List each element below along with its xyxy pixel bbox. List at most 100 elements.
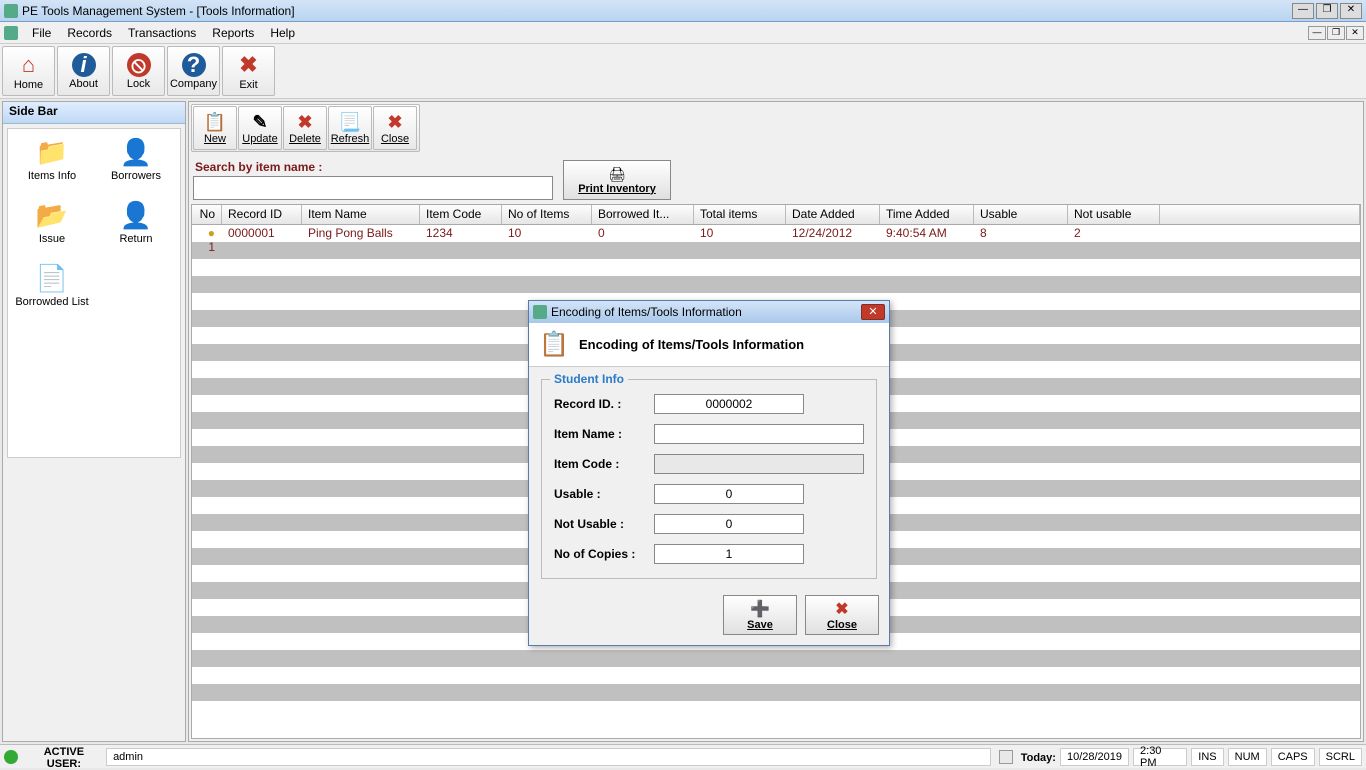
maximize-button[interactable]: ❐	[1316, 3, 1338, 19]
sidebar-label: Issue	[39, 233, 65, 245]
active-user-label: ACTIVE USER:	[26, 746, 102, 770]
sidebar-item-return[interactable]: 👤 Return	[96, 200, 176, 245]
not-usable-label: Not Usable :	[554, 517, 654, 531]
cell-time: 9:40:54 AM	[880, 225, 974, 242]
menu-transactions[interactable]: Transactions	[120, 24, 204, 42]
table-empty-row	[192, 701, 1360, 718]
col-item-code[interactable]: Item Code	[420, 205, 502, 224]
about-button[interactable]: i About	[57, 46, 110, 96]
exit-button[interactable]: ✖ Exit	[222, 46, 275, 96]
usable-input[interactable]	[654, 484, 804, 504]
calendar-icon	[999, 750, 1013, 764]
sidebar-item-items-info[interactable]: 📁 Items Info	[12, 137, 92, 182]
app-icon	[4, 4, 18, 18]
dialog-close-action-button[interactable]: ✖ Close	[805, 595, 879, 635]
table-empty-row	[192, 242, 1360, 259]
search-row: Search by item name : 🖨 Print Inventory	[193, 160, 1359, 200]
col-no[interactable]: No	[192, 205, 222, 224]
mdi-restore-button[interactable]: ❐	[1327, 26, 1345, 40]
menu-reports[interactable]: Reports	[204, 24, 262, 42]
cell-no-of-items: 10	[502, 225, 592, 242]
company-label: Company	[170, 78, 217, 90]
not-usable-input[interactable]	[654, 514, 804, 534]
delete-button[interactable]: ✖ Delete	[283, 106, 327, 150]
statusbar: ACTIVE USER: admin Today: 10/28/2019 2:3…	[0, 744, 1366, 768]
menu-file[interactable]: File	[24, 24, 59, 42]
dialog-titlebar[interactable]: Encoding of Items/Tools Information ✕	[529, 301, 889, 323]
today-label: Today:	[1021, 752, 1056, 764]
active-user-value: admin	[106, 748, 991, 766]
col-item-name[interactable]: Item Name	[302, 205, 420, 224]
update-button[interactable]: ✎ Update	[238, 106, 282, 150]
col-not-usable[interactable]: Not usable	[1068, 205, 1160, 224]
menu-records[interactable]: Records	[59, 24, 120, 42]
lock-icon: ⦸	[127, 53, 151, 77]
menu-help[interactable]: Help	[262, 24, 303, 42]
table-empty-row	[192, 667, 1360, 684]
col-date-added[interactable]: Date Added	[786, 205, 880, 224]
status-scrl: SCRL	[1319, 748, 1362, 766]
home-button[interactable]: ⌂ Home	[2, 46, 55, 96]
cell-total: 10	[694, 225, 786, 242]
folder-icon: 📁	[35, 137, 69, 167]
copies-input[interactable]	[654, 544, 804, 564]
home-label: Home	[14, 79, 43, 91]
table-row[interactable]: ● 1 0000001 Ping Pong Balls 1234 10 0 10…	[192, 225, 1360, 242]
new-button[interactable]: 📋 New	[193, 106, 237, 150]
table-empty-row	[192, 259, 1360, 276]
cell-item-code: 1234	[420, 225, 502, 242]
table-empty-row	[192, 684, 1360, 701]
info-icon: i	[72, 53, 96, 77]
close-window-button[interactable]: ✕	[1340, 3, 1362, 19]
mdi-close-button[interactable]: ✕	[1346, 26, 1364, 40]
item-name-input[interactable]	[654, 424, 864, 444]
col-borrowed[interactable]: Borrowed It...	[592, 205, 694, 224]
sidebar-item-borrowed-list[interactable]: 📄 Borrowded List	[12, 263, 92, 308]
save-label: Save	[747, 619, 773, 631]
print-label: Print Inventory	[578, 183, 656, 195]
col-usable[interactable]: Usable	[974, 205, 1068, 224]
cell-borrowed: 0	[592, 225, 694, 242]
folder-open-icon: 📂	[35, 200, 69, 230]
lock-button[interactable]: ⦸ Lock	[112, 46, 165, 96]
close-label: Close	[381, 133, 409, 145]
close-panel-button[interactable]: ✖ Close	[373, 106, 417, 150]
new-label: New	[204, 133, 226, 145]
close-action-label: Close	[827, 619, 857, 631]
refresh-button[interactable]: 📃 Refresh	[328, 106, 372, 150]
cell-not-usable: 2	[1068, 225, 1160, 242]
col-time-added[interactable]: Time Added	[880, 205, 974, 224]
col-total[interactable]: Total items	[694, 205, 786, 224]
user-icon	[4, 750, 18, 764]
list-icon: 📄	[35, 263, 69, 293]
refresh-icon: 📃	[339, 111, 361, 133]
search-input[interactable]	[193, 176, 553, 200]
col-no-of-items[interactable]: No of Items	[502, 205, 592, 224]
status-caps: CAPS	[1271, 748, 1315, 766]
status-num: NUM	[1228, 748, 1267, 766]
sidebar-item-borrowers[interactable]: 👤 Borrowers	[96, 137, 176, 182]
record-id-input[interactable]	[654, 394, 804, 414]
sidebar: Side Bar 📁 Items Info 👤 Borrowers 📂 Issu…	[2, 101, 186, 742]
update-label: Update	[242, 133, 277, 145]
search-label: Search by item name :	[195, 160, 553, 174]
lock-label: Lock	[127, 78, 150, 90]
dialog-close-button[interactable]: ✕	[861, 304, 885, 320]
cell-usable: 8	[974, 225, 1068, 242]
group-legend: Student Info	[550, 372, 628, 386]
edit-icon: ✎	[249, 111, 271, 133]
dialog-save-button[interactable]: ➕ Save	[723, 595, 797, 635]
table-header: No Record ID Item Name Item Code No of I…	[192, 205, 1360, 225]
save-icon: ➕	[750, 599, 770, 619]
refresh-label: Refresh	[331, 133, 370, 145]
print-inventory-button[interactable]: 🖨 Print Inventory	[563, 160, 671, 200]
mdi-minimize-button[interactable]: —	[1308, 26, 1326, 40]
table-empty-row	[192, 650, 1360, 667]
minimize-button[interactable]: —	[1292, 3, 1314, 19]
col-record-id[interactable]: Record ID	[222, 205, 302, 224]
sidebar-item-issue[interactable]: 📂 Issue	[12, 200, 92, 245]
company-button[interactable]: ? Company	[167, 46, 220, 96]
new-icon: 📋	[204, 111, 226, 133]
sidebar-label: Borrowded List	[15, 296, 88, 308]
delete-icon: ✖	[294, 111, 316, 133]
